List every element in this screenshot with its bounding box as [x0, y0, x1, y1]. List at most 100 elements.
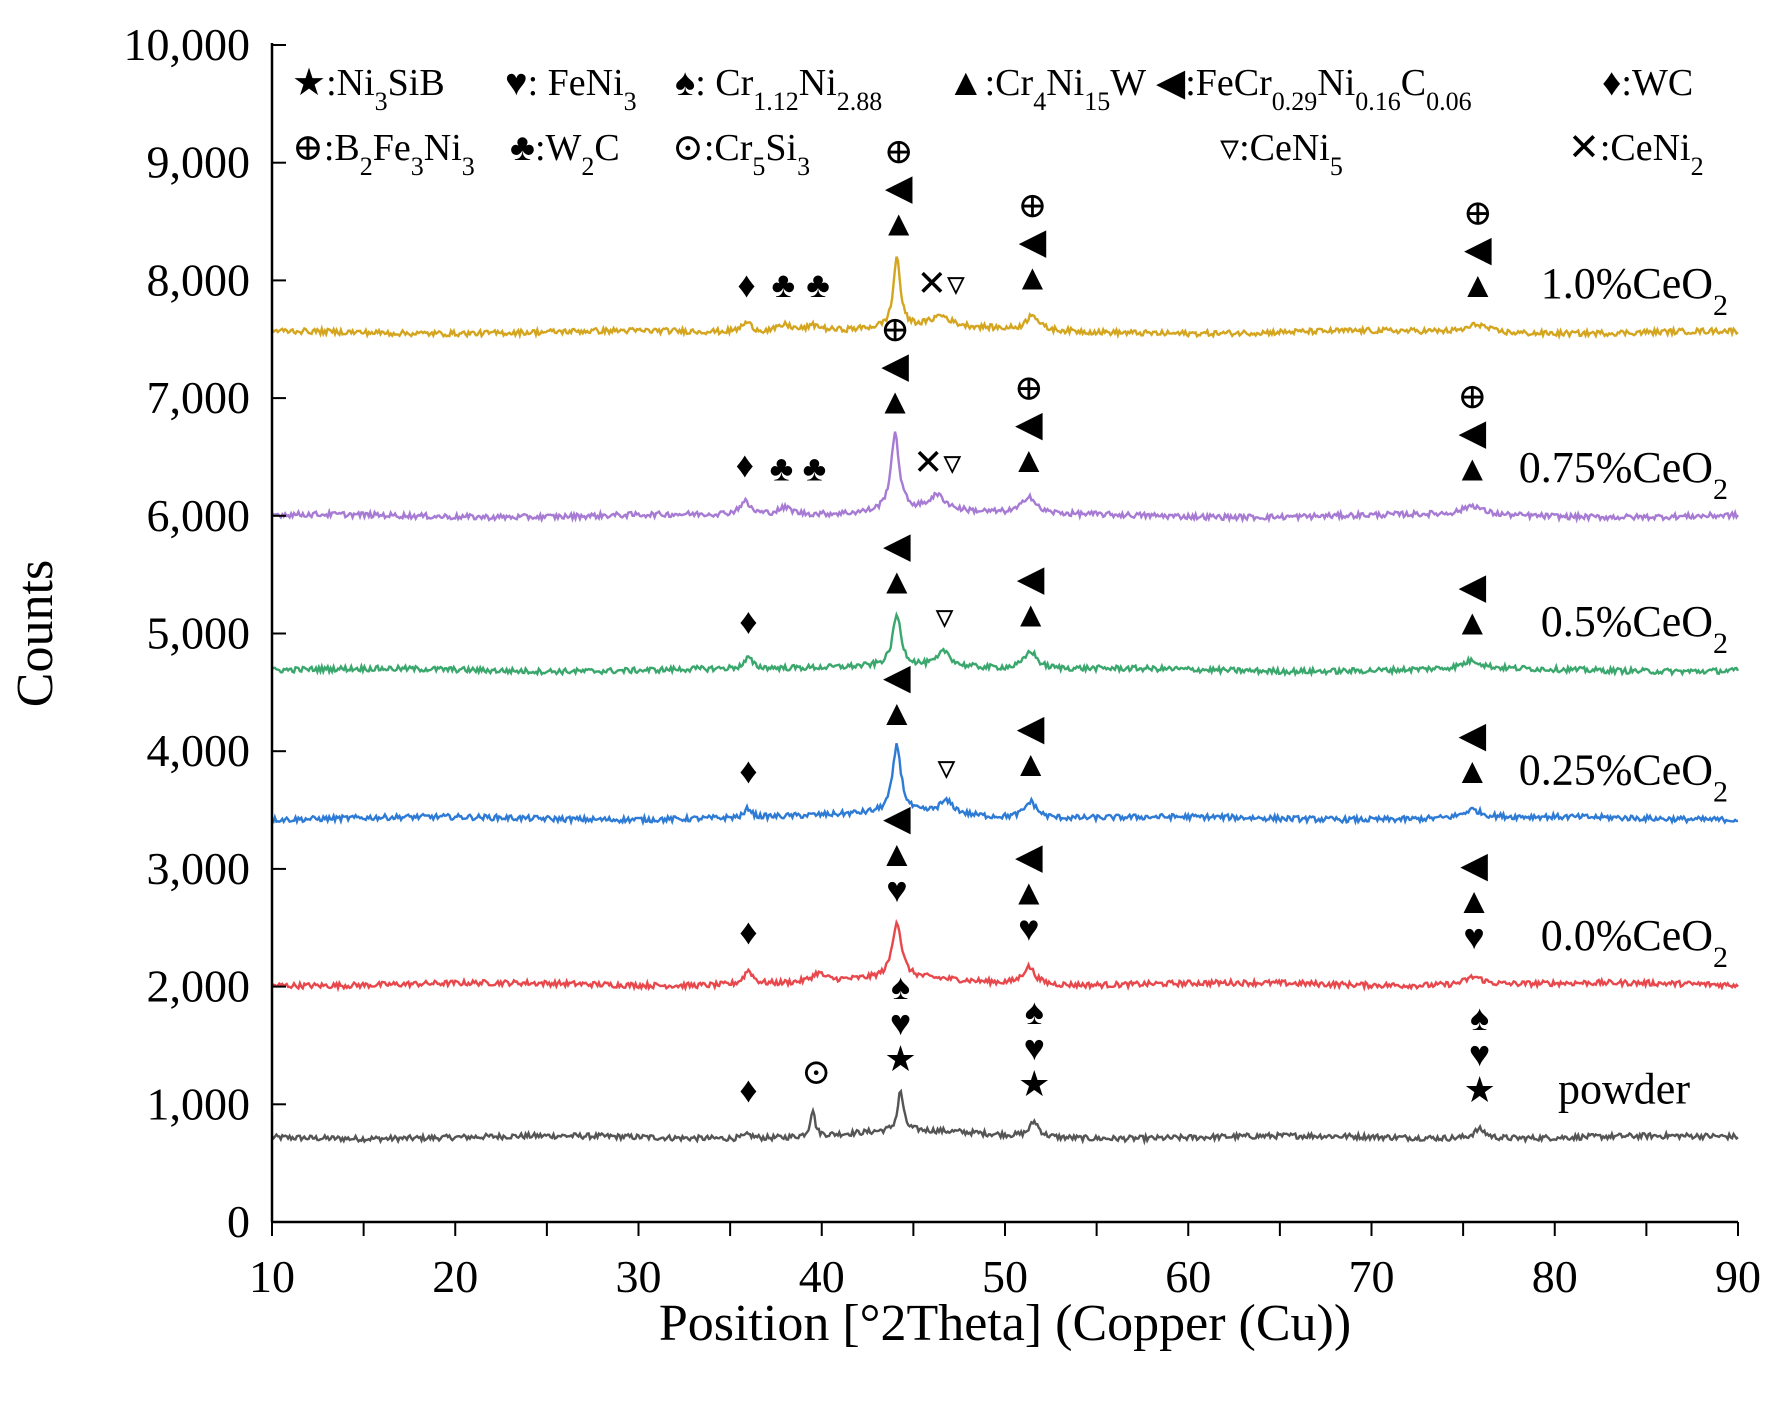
legend: ★:Ni3SiB ♥: FeNi3 ♠: Cr1.12Ni2.88 ▲:Cr4Ni15… [292, 62, 1704, 181]
series-label-layer: powder 0.0%CeO2 0.25%CeO2 0.5%CeO2 0.75%CeO2… [1519, 259, 1728, 1113]
peak-marker-layer: ♦ ⊙♠♥★♠♥★♠♥★♦◀▲♥◀▲♥◀▲♥♦◀▲▿◀▲◀▲♦◀▲▿◀▲◀▲♦ ♣ ♣… [736, 132, 1496, 1110]
y-tick-label-5: 5,000 [147, 608, 251, 659]
legend-symbol-9: ▿ [1220, 127, 1239, 169]
y-axis-title: Counts [7, 560, 64, 707]
y-tick-label-8: 8,000 [147, 254, 251, 305]
peak-marker-s1-m1-1: ▲ [879, 834, 915, 874]
peak-marker-s5-m4-0: ✕▿ [917, 264, 965, 304]
y-tick-label-10: 10,000 [124, 19, 251, 70]
peak-marker-s5-m3-0: ⊕ [884, 132, 914, 172]
peak-marker-s2-m2-0: ▿ [937, 747, 955, 787]
legend-symbol-7: ♣ [510, 127, 535, 169]
peak-marker-s5-m6-0: ⊕ [1463, 193, 1493, 233]
y-tick-label-1: 1,000 [147, 1078, 251, 1129]
peak-marker-s4-m3-0: ⊕ [880, 309, 910, 349]
y-tick-label-7: 7,000 [147, 372, 251, 423]
series-label-2: 0.25%CeO2 [1519, 745, 1728, 808]
peak-marker-s0-m2-1: ♥ [890, 1003, 911, 1043]
peak-marker-s4-m5-0: ⊕ [1014, 368, 1044, 408]
series-line-0 [271, 1088, 1739, 1146]
peak-marker-s0-m2-0: ♠ [891, 967, 910, 1007]
legend-symbol-3: ▲ [947, 62, 985, 104]
legend-item-0: ★:Ni3SiB [292, 62, 445, 116]
legend-symbol-0: ★ [292, 62, 326, 104]
peak-marker-s2-m0-0: ♦ [739, 751, 757, 791]
peak-marker-s5-m5-0: ⊕ [1017, 186, 1047, 226]
legend-item-9: ▿:CeNi5 [1220, 127, 1343, 181]
legend-item-4: ◀:FeCr0.29Ni0.16C0.06 [1156, 62, 1472, 116]
peak-marker-s5-m5-1: ◀ [1019, 222, 1047, 262]
legend-item-6: ⊕:B2Fe3Ni3 [292, 127, 475, 181]
x-tick-label-0: 10 [249, 1251, 295, 1302]
series-label-4: 0.75%CeO2 [1519, 443, 1728, 506]
peak-marker-s5-m6-1: ◀ [1464, 229, 1492, 269]
peak-marker-s4-m5-2: ▲ [1011, 440, 1047, 480]
x-tick-label-3: 40 [799, 1251, 845, 1302]
peak-marker-s0-m2-2: ★ [884, 1039, 916, 1079]
peak-marker-s2-m3-1: ▲ [1013, 744, 1049, 784]
legend-symbol-5: ♦ [1602, 62, 1621, 104]
axes-layer: 0 1,000 2,000 3,000 4,000 5,000 6,000 7,000 8,00… [124, 19, 1762, 1302]
peak-marker-s3-m1-0: ◀ [883, 525, 911, 565]
y-tick-label-6: 6,000 [147, 490, 251, 541]
legend-item-3: ▲:Cr4Ni15W [947, 62, 1146, 116]
legend-symbol-8: ⊙ [672, 127, 704, 169]
peak-marker-s5-m6-2: ▲ [1460, 265, 1496, 305]
legend-symbol-1: ♥ [505, 62, 528, 104]
peak-marker-s2-m1-0: ◀ [883, 657, 911, 697]
peak-marker-s3-m4-1: ▲ [1454, 603, 1490, 643]
peak-marker-s1-m2-2: ♥ [1018, 909, 1039, 949]
peak-marker-s0-m3-0: ♠ [1025, 992, 1044, 1032]
y-tick-label-4: 4,000 [147, 725, 251, 776]
legend-item-7: ♣:W2C [510, 127, 620, 181]
peak-marker-s5-m1-0: ♣ [771, 265, 795, 305]
peak-marker-s5-m3-2: ▲ [881, 204, 917, 244]
peak-marker-s5-m5-2: ▲ [1015, 258, 1051, 298]
peak-marker-s3-m4-0: ◀ [1458, 567, 1486, 607]
x-tick-label-2: 30 [616, 1251, 662, 1302]
peak-marker-s4-m6-2: ▲ [1454, 448, 1490, 488]
peak-marker-s2-m4-1: ▲ [1454, 751, 1490, 791]
peak-marker-s4-m3-2: ▲ [877, 381, 913, 421]
legend-item-10: ✕:CeNi2 [1568, 127, 1704, 181]
peak-marker-s3-m3-0: ◀ [1017, 558, 1045, 598]
peak-marker-s0-m3-2: ★ [1018, 1064, 1050, 1104]
peak-marker-s4-m5-1: ◀ [1015, 404, 1043, 444]
series-line-1 [271, 918, 1739, 993]
peak-marker-s4-m6-1: ◀ [1458, 412, 1486, 452]
series-line-5 [271, 256, 1739, 341]
peak-marker-s2-m3-0: ◀ [1017, 708, 1045, 748]
peak-marker-s1-m3-0: ◀ [1460, 845, 1488, 885]
series-label-5: 1.0%CeO2 [1541, 259, 1728, 322]
peak-marker-s4-m0-0: ♦ [736, 445, 754, 485]
y-tick-label-9: 9,000 [147, 137, 251, 188]
y-tick-label-2: 2,000 [147, 961, 251, 1012]
legend-item-2: ♠: Cr1.12Ni2.88 [675, 62, 882, 116]
legend-item-1: ♥: FeNi3 [505, 62, 637, 116]
legend-item-5: ♦:WC [1602, 62, 1693, 104]
x-tick-label-4: 50 [982, 1251, 1028, 1302]
peak-marker-s3-m0-0: ♦ [739, 601, 757, 641]
peak-marker-s5-m2-0: ♣ [806, 265, 830, 305]
x-tick-label-5: 60 [1165, 1251, 1211, 1302]
peak-marker-s1-m2-0: ◀ [1015, 837, 1043, 877]
peak-marker-s4-m1-0: ♣ [770, 448, 794, 488]
peak-marker-s4-m2-0: ♣ [803, 448, 827, 488]
peak-marker-s5-m3-1: ◀ [885, 168, 913, 208]
peak-marker-s1-m1-2: ♥ [886, 870, 907, 910]
x-tick-label-1: 20 [432, 1251, 478, 1302]
series-line-2 [271, 743, 1739, 827]
series-layer [270, 256, 1740, 1146]
series-line-4 [270, 431, 1739, 524]
peak-marker-s2-m1-1: ▲ [879, 693, 915, 733]
peak-marker-s1-m1-0: ◀ [883, 798, 911, 838]
legend-symbol-4: ◀ [1156, 62, 1186, 104]
legend-item-8: ⊙:Cr5Si3 [672, 127, 810, 181]
peak-marker-s2-m4-0: ◀ [1458, 715, 1486, 755]
x-tick-label-6: 70 [1349, 1251, 1395, 1302]
legend-symbol-6: ⊕ [292, 127, 324, 169]
series-label-3: 0.5%CeO2 [1541, 597, 1728, 660]
peak-marker-s4-m3-1: ◀ [881, 345, 909, 385]
series-line-3 [271, 611, 1740, 678]
peak-marker-s3-m3-1: ▲ [1013, 594, 1049, 634]
